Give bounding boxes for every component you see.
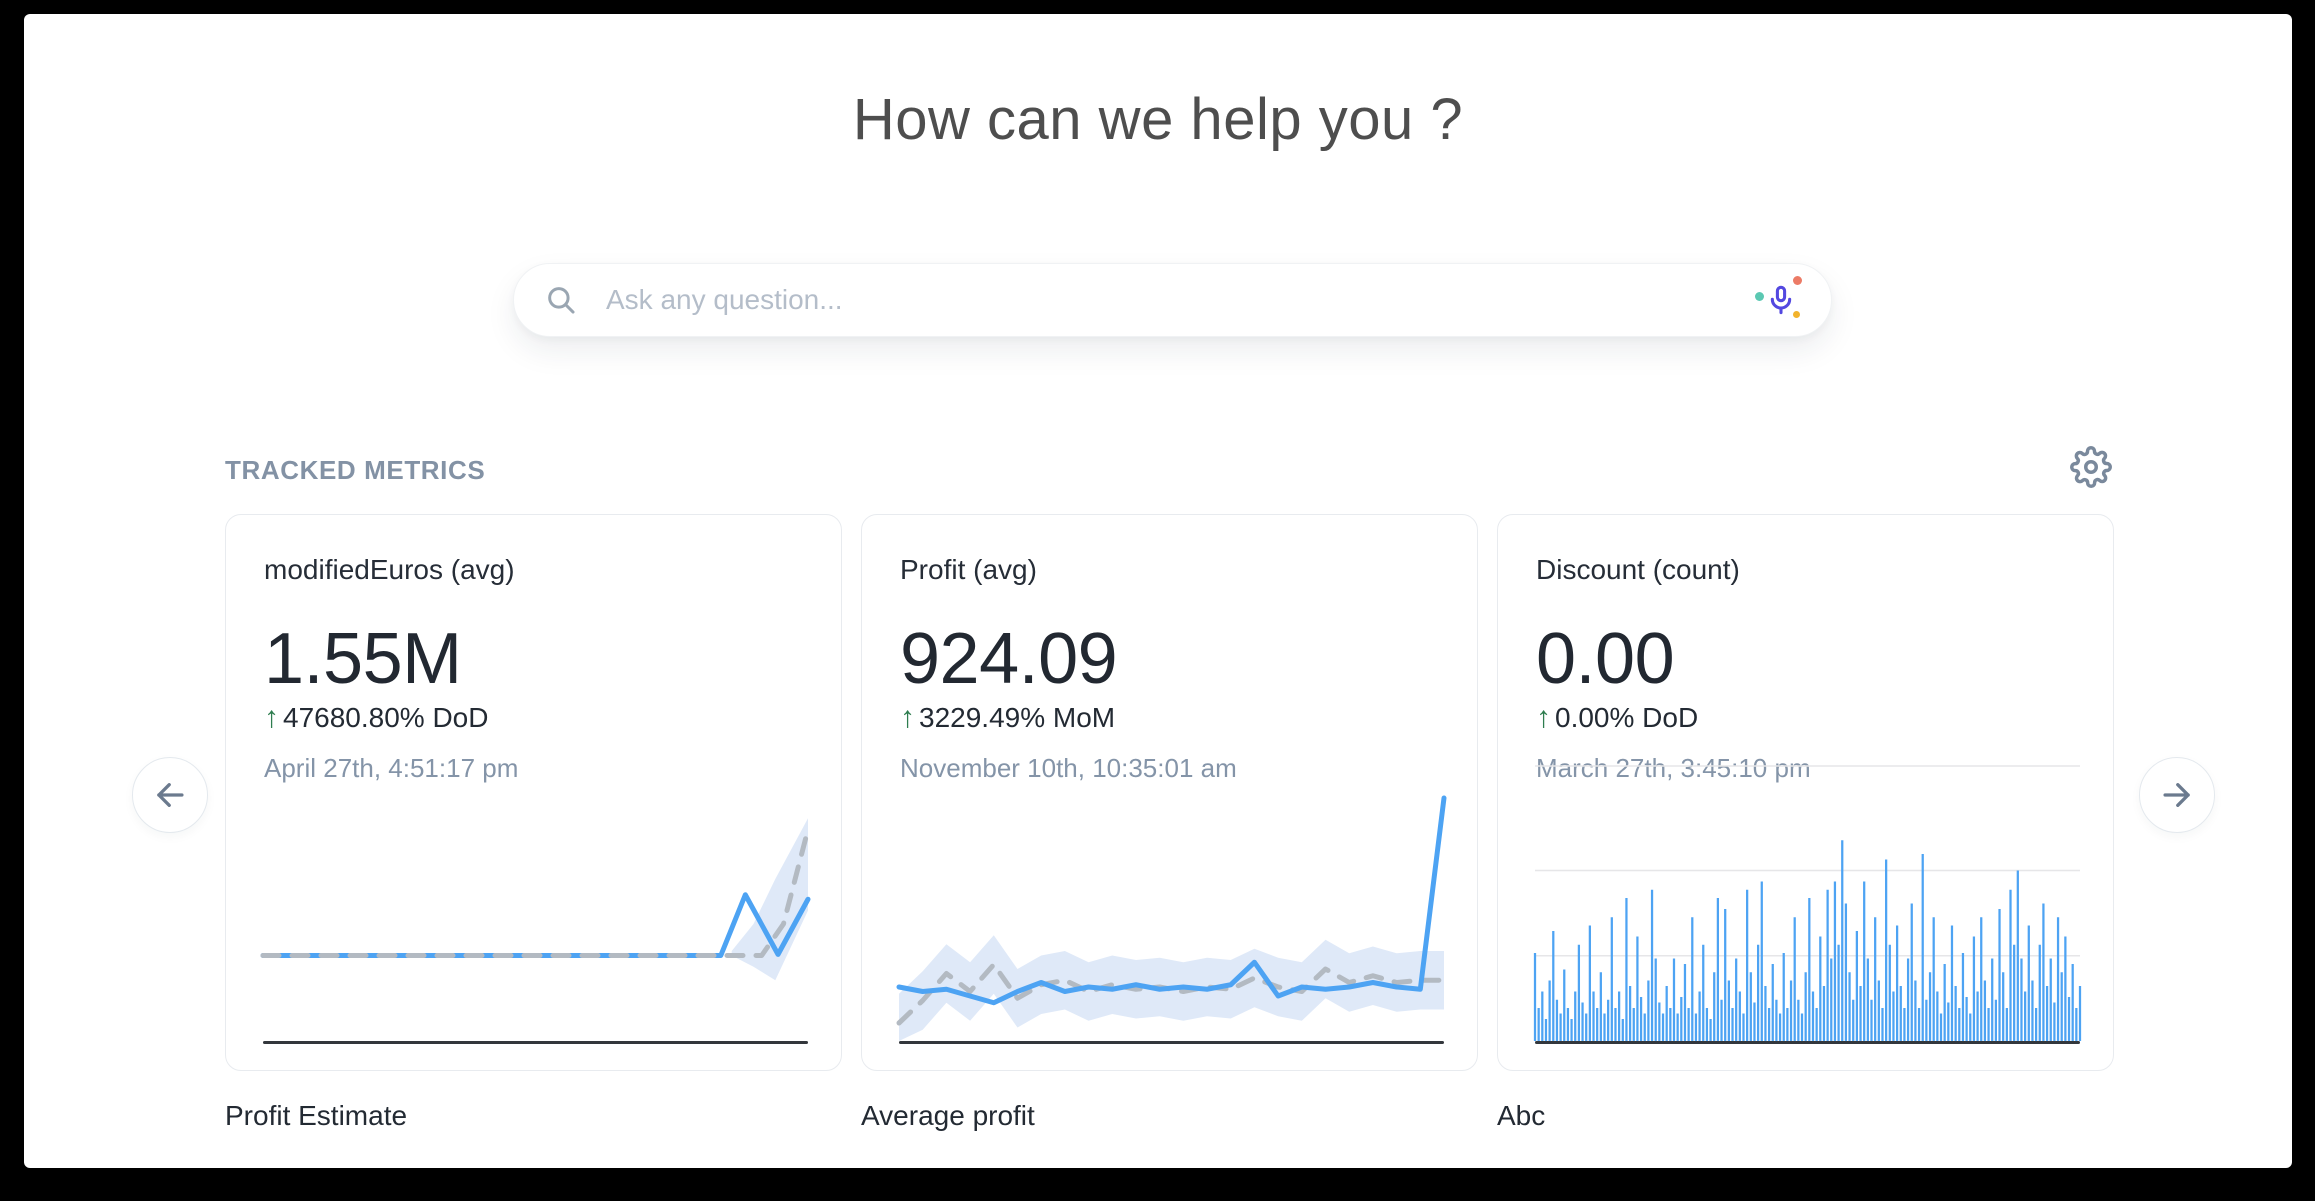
card-value: 0.00 <box>1536 619 1675 699</box>
card-delta: ↑ 3229.49% MoM <box>900 700 1443 736</box>
card-spike-chart <box>1533 765 2082 1041</box>
card-delta-text: 0.00% DoD <box>1555 702 1699 733</box>
page-title: How can we help you ? <box>852 87 1464 152</box>
microphone-icon[interactable] <box>1755 274 1803 326</box>
card-caption: Profit Estimate <box>225 1100 408 1131</box>
card-value: 1.55M <box>264 619 462 699</box>
arrow-right-icon <box>2163 783 2190 807</box>
mic-dot-yellow <box>1793 311 1800 318</box>
card-delta: ↑ 47680.80% DoD <box>264 700 807 736</box>
card-captions-row: Profit Estimate Average profit Abc <box>225 1099 2114 1133</box>
card-title: modifiedEuros (avg) <box>264 554 515 585</box>
metric-cards-row: modifiedEuros (avg) 1.55M ↑ 47680.80% Do… <box>225 514 2114 1071</box>
card-caption: Average profit <box>861 1100 1035 1131</box>
settings-gear-icon[interactable] <box>2070 446 2112 488</box>
card-caption: Abc <box>1497 1100 1546 1131</box>
search-input[interactable] <box>604 283 1759 317</box>
metric-card-profit[interactable]: Profit (avg) 924.09 ↑ 3229.49% MoM Novem… <box>861 514 1478 1071</box>
prev-button[interactable] <box>132 757 208 833</box>
tracked-metrics-label: TRACKED METRICS <box>225 455 486 485</box>
chart-axis-line <box>899 1041 1444 1044</box>
delta-up-icon: ↑ <box>900 701 915 734</box>
delta-up-icon: ↑ <box>264 701 279 734</box>
metric-card-modifiedeuros[interactable]: modifiedEuros (avg) 1.55M ↑ 47680.80% Do… <box>225 514 842 1071</box>
search-icon <box>544 283 578 317</box>
metric-card-discount[interactable]: Discount (count) 0.00 ↑ 0.00% DoD March … <box>1497 514 2114 1071</box>
arrow-left-icon <box>157 783 184 807</box>
card-title: Discount (count) <box>1536 554 1740 585</box>
card-delta-text: 3229.49% MoM <box>919 702 1116 733</box>
mic-dot-teal <box>1755 292 1764 301</box>
card-timestamp: March 27th, 3:45:10 pm <box>1536 753 1811 783</box>
card-delta-text: 47680.80% DoD <box>283 702 489 733</box>
card-timestamp: November 10th, 10:35:01 am <box>900 753 1237 783</box>
app-window: How can we help you ? TRACKED METRICS <box>24 14 2292 1168</box>
card-value: 924.09 <box>900 619 1118 699</box>
card-title: Profit (avg) <box>900 554 1037 585</box>
next-button[interactable] <box>2139 757 2215 833</box>
mic-dot-red <box>1793 276 1802 285</box>
card-sparkline <box>260 816 811 1041</box>
search-bar[interactable] <box>513 263 1832 337</box>
chart-axis-line <box>1535 1041 2080 1044</box>
delta-up-icon: ↑ <box>1536 701 1551 734</box>
card-sparkline <box>896 795 1447 1041</box>
card-delta: ↑ 0.00% DoD <box>1536 700 2079 736</box>
card-timestamp: April 27th, 4:51:17 pm <box>264 753 519 783</box>
chart-axis-line <box>263 1041 808 1044</box>
